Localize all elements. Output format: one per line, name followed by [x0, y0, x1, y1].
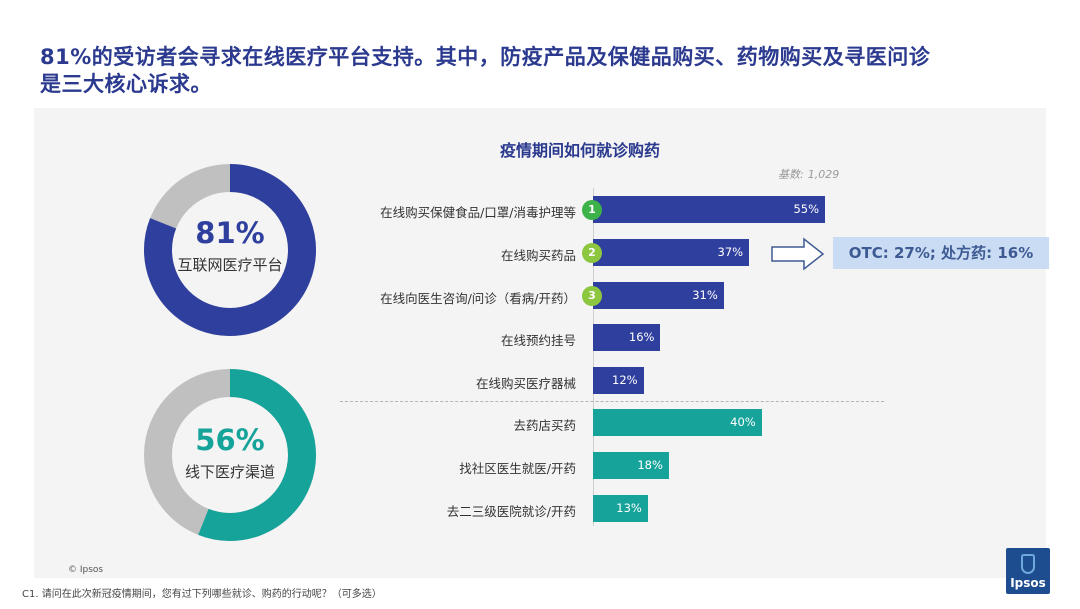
bar: 16%	[593, 324, 661, 351]
bar-value-label: 18%	[637, 458, 663, 472]
copyright: © Ipsos	[68, 565, 104, 575]
headline-line-2: 是三大核心诉求。	[40, 72, 212, 96]
rank-badge: 3	[582, 286, 602, 306]
bar-value-label: 55%	[793, 202, 819, 216]
logo-mark-icon	[1021, 554, 1035, 574]
base-label: 基数:	[778, 168, 804, 181]
donut-online-label: 互联网医疗平台	[177, 256, 283, 274]
bar: 31%	[593, 282, 724, 309]
arrow-right-icon	[771, 237, 825, 271]
headline: 81%的受访者会寻求在线医疗平台支持。其中，防疫产品及保健品购买、药物购买及寻医…	[40, 44, 1050, 98]
donut-offline: 56% 线下医疗渠道	[144, 369, 316, 541]
category-label: 在线购买保健食品/口罩/消毒护理等	[380, 205, 576, 220]
category-label: 找社区医生就医/开药	[459, 461, 576, 476]
base-value: 1,029	[807, 168, 840, 181]
bar: 37%	[593, 239, 750, 266]
bar-value-label: 40%	[730, 415, 756, 429]
category-label: 去二三级医院就诊/开药	[446, 504, 576, 519]
bar-value-label: 37%	[717, 245, 744, 259]
bar-value-label: 12%	[612, 373, 638, 387]
category-label: 在线向医生咨询/问诊（看病/开药）	[380, 291, 576, 306]
bar: 40%	[593, 409, 762, 436]
donut-online-percent: 81%	[195, 216, 265, 250]
donut-offline-percent: 56%	[195, 423, 265, 457]
category-label: 在线购买药品	[500, 248, 576, 263]
donut-online: 81% 互联网医疗平台	[144, 164, 316, 336]
bar: 13%	[593, 495, 648, 522]
rank-badge: 2	[582, 243, 602, 263]
bar-value-label: 16%	[628, 330, 655, 344]
bar: 12%	[593, 367, 644, 394]
group-separator	[340, 401, 884, 402]
category-label: 去药店买药	[513, 418, 576, 433]
bar-value-label: 13%	[616, 501, 642, 515]
category-label: 在线预约挂号	[500, 333, 576, 348]
rank-badge: 1	[582, 200, 602, 220]
chart-title: 疫情期间如何就诊购药	[500, 141, 661, 160]
bar: 55%	[593, 196, 825, 223]
footnote: C1. 请问在此次新冠疫情期间，您有过下列哪些就诊、购药的行动呢？（可多选）	[22, 589, 382, 600]
bar-value-label: 31%	[692, 288, 718, 302]
ipsos-logo: Ipsos	[1006, 548, 1050, 594]
base-note: 基数: 1,029	[778, 166, 839, 182]
bar: 18%	[593, 452, 669, 479]
donut-offline-label: 线下医疗渠道	[184, 463, 275, 481]
logo-text: Ipsos	[1010, 576, 1046, 590]
headline-line-1: 81%的受访者会寻求在线医疗平台支持。其中，防疫产品及保健品购买、药物购买及寻医…	[40, 45, 931, 69]
donut-offline-ring	[144, 369, 316, 541]
donut-online-ring	[144, 164, 316, 336]
donut-offline-value-arc	[144, 369, 316, 541]
chart-axis-line	[593, 188, 594, 526]
otc-callout: OTC: 27%; 处方药: 16%	[833, 237, 1049, 269]
donut-online-value-arc	[144, 164, 316, 336]
category-label: 在线购买医疗器械	[475, 376, 576, 391]
